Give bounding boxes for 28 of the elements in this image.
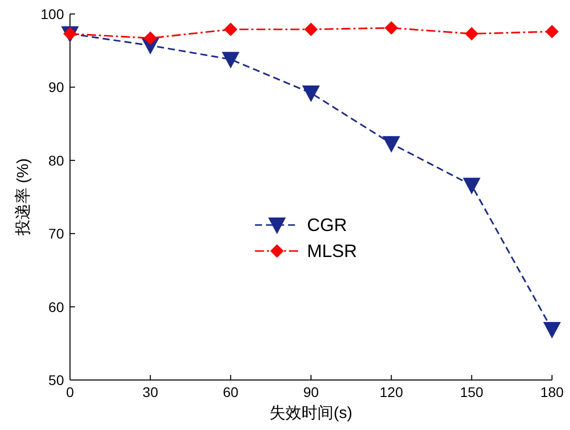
y-axis-title: 投递率 (%) (14, 158, 32, 237)
y-tick-label: 100 (40, 6, 64, 22)
x-tick-label: 150 (460, 384, 484, 400)
y-tick-label: 70 (48, 226, 64, 242)
x-tick-label: 0 (66, 384, 74, 400)
point (546, 25, 558, 38)
y-tick-label: 50 (48, 372, 64, 388)
point (222, 52, 240, 68)
point (465, 27, 478, 40)
y-tick-label: 60 (48, 298, 64, 315)
x-tick-label: 90 (303, 384, 319, 400)
x-tick-label: 180 (540, 384, 564, 400)
point (384, 21, 398, 34)
legend-label: MLSR (307, 241, 358, 261)
point (463, 178, 480, 194)
legend-label: CGR (307, 215, 347, 235)
point (382, 136, 400, 152)
y-tick-label: 80 (48, 152, 64, 168)
point (144, 32, 157, 45)
y-tick-label: 90 (48, 79, 64, 96)
x-tick-label: 60 (222, 384, 239, 400)
point (224, 22, 238, 36)
point (544, 322, 560, 338)
point (304, 22, 318, 36)
x-axis-title: 失效时间(s) (270, 404, 352, 422)
x-tick-label: 120 (380, 384, 404, 400)
x-tick-label: 30 (142, 384, 158, 400)
point (302, 86, 320, 102)
